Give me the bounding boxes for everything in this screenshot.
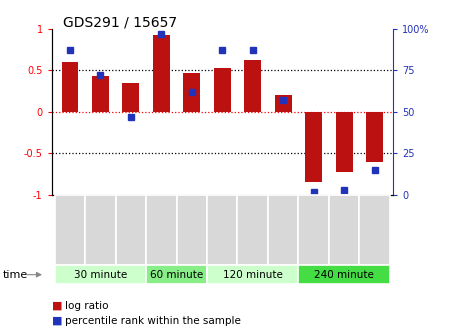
Bar	[275, 95, 291, 112]
Text: 60 minute: 60 minute	[150, 270, 203, 280]
Bar	[123, 83, 139, 112]
Bar	[336, 112, 352, 172]
Text: 240 minute: 240 minute	[314, 270, 374, 280]
Bar	[366, 112, 383, 162]
Bar	[153, 35, 170, 112]
Text: ■: ■	[52, 301, 62, 311]
Bar	[214, 68, 231, 112]
Bar	[92, 76, 109, 112]
Text: 120 minute: 120 minute	[223, 270, 283, 280]
Text: 30 minute: 30 minute	[74, 270, 127, 280]
Text: GDS291 / 15657: GDS291 / 15657	[63, 15, 177, 29]
Bar	[183, 73, 200, 112]
FancyArrowPatch shape	[27, 272, 41, 277]
Bar	[244, 60, 261, 112]
Text: percentile rank within the sample: percentile rank within the sample	[65, 316, 241, 326]
Text: time: time	[2, 270, 27, 280]
Bar	[62, 62, 78, 112]
Text: ■: ■	[52, 316, 62, 326]
Bar	[305, 112, 322, 182]
Text: log ratio: log ratio	[65, 301, 109, 311]
